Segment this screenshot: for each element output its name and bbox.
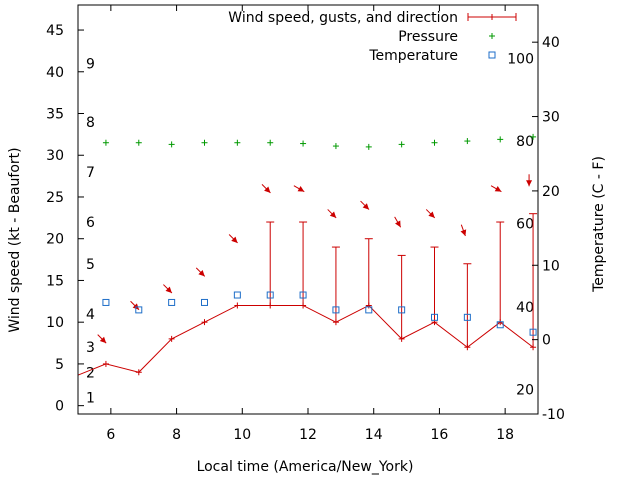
plot-layer: 1 2 3 4 5 6 7 8 9 20 40 60 80 100 [86,52,534,407]
legend-swatch-temperature [488,51,496,59]
axis-layer: 6 8 10 12 14 16 18051015202530354045-100102030… [46,4,565,443]
temperature-point [398,306,406,314]
wind-direction-arrowhead [494,186,502,192]
temperature-point [201,298,208,306]
wind-direction-arrowhead [428,211,435,218]
beaufort-label: 2 [86,365,95,381]
y2-tick-label: 20 [542,184,560,200]
wind-direction-arrowhead [395,220,401,228]
y-tick-label: 30 [46,148,64,164]
data-layer [66,133,538,376]
y2-tick-label: 10 [542,258,560,274]
wind-direction-arrowhead [297,186,305,192]
y-tick-label: 25 [46,190,64,206]
wind-direction-arrowhead [99,336,107,344]
wind-direction-arrowhead [165,286,172,294]
y-tick-label: 35 [46,107,64,123]
fahrenheit-label: 40 [516,300,534,316]
y2-axis-label: Temperature (C - F) [591,156,607,293]
fahrenheit-label: 100 [507,52,534,68]
temperature-point [168,298,176,306]
y-tick-label: 5 [55,357,64,373]
y2-tick-label: 40 [542,35,560,51]
beaufort-label: 6 [86,215,95,231]
wind-direction-arrowhead [329,211,337,218]
temperature-point [431,313,438,321]
temperature-point [529,328,537,336]
legend-label: Pressure [398,29,458,45]
x-tick-label: 16 [431,427,449,443]
y-tick-label: 0 [55,399,64,415]
beaufort-label: 1 [86,390,95,406]
temperature-point [365,306,373,314]
temperature-point [135,306,143,314]
x-tick-label: 8 [172,427,181,443]
wind-direction-arrowhead [69,333,75,339]
temperature-point [266,291,274,299]
x-tick-label: 10 [233,427,251,443]
wind-direction-arrowhead [198,269,205,277]
x-tick-label: 12 [299,427,317,443]
y-tick-label: 40 [46,65,64,81]
temperature-point [299,291,307,299]
temperature-point [332,306,340,314]
x-tick-label: 6 [106,427,115,443]
wind-direction-arrowhead [362,203,370,210]
beaufort-label: 7 [86,165,95,181]
beaufort-label: 5 [86,257,95,273]
x-tick-label: 18 [496,427,514,443]
y2-tick-label: -10 [542,407,565,423]
y2-tick-label: 0 [542,333,551,349]
wind-direction-arrow [66,330,74,338]
temperature-point [233,291,241,299]
wind-direction-arrowhead [264,186,271,193]
temperature-point [496,321,504,329]
temperature-point [102,298,110,306]
wind-direction-arrowhead [460,229,467,237]
y-tick-label: 45 [46,23,64,39]
y-axis-label: Wind speed (kt - Beaufort) [7,147,23,332]
temperature-point [463,313,471,321]
y2-tick-label: 30 [542,110,560,126]
y-tick-label: 10 [46,315,64,331]
fahrenheit-label: 60 [516,217,534,233]
x-axis-label: Local time (America/New_York) [197,459,414,475]
beaufort-label: 3 [86,340,95,356]
legend: Wind speed, gusts, and direction Pressure… [228,10,517,64]
legend-label: Wind speed, gusts, and direction [228,10,458,26]
beaufort-label: 4 [86,307,95,323]
label-layer: Local time (America/New_York) Wind speed… [7,147,607,475]
series-group [66,133,538,376]
wind-direction-arrowhead [526,180,533,187]
beaufort-label: 8 [86,115,95,131]
legend-label: Temperature [368,48,458,64]
fahrenheit-label: 80 [516,134,534,150]
x-tick-label: 14 [365,427,383,443]
wind-direction-arrowhead [231,236,238,243]
y-tick-label: 20 [46,232,64,248]
y-tick-label: 15 [46,273,64,289]
fahrenheit-label: 20 [516,382,534,398]
plot-border [77,4,539,415]
beaufort-label: 9 [86,56,95,72]
